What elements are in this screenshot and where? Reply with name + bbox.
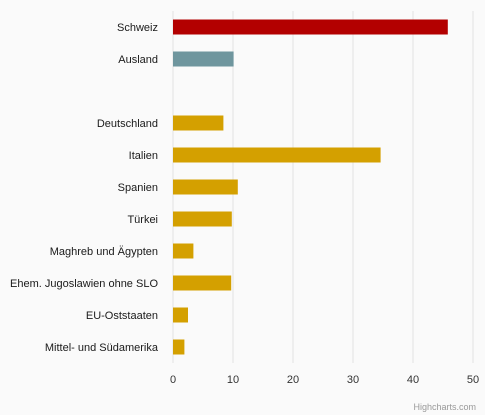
x-tick-label: 20 [287, 374, 299, 386]
bar[interactable] [173, 179, 238, 195]
bar[interactable] [173, 115, 224, 131]
bar[interactable] [173, 147, 381, 163]
category-label: EU-Oststaaten [86, 310, 158, 322]
bars [173, 19, 448, 355]
category-label: Deutschland [97, 118, 158, 130]
category-label: Maghreb und Ägypten [50, 246, 158, 258]
category-label: Schweiz [117, 22, 158, 34]
x-tick-label: 40 [407, 374, 419, 386]
bar[interactable] [173, 243, 194, 259]
credits-text[interactable]: Highcharts.com [413, 402, 476, 412]
category-labels: Schweiz Ausland Deutschland Italien Spanien T… [10, 22, 159, 354]
category-label: Türkei [127, 214, 158, 226]
category-label: Ehem. Jugoslawien ohne SLO [10, 278, 158, 290]
category-label: Mittel- und Südamerika [45, 342, 159, 354]
bar[interactable] [173, 307, 188, 323]
bar[interactable] [173, 19, 448, 35]
bar[interactable] [173, 211, 232, 227]
category-label: Ausland [118, 54, 158, 66]
category-label: Italien [129, 150, 158, 162]
bar[interactable] [173, 275, 232, 291]
category-label: Spanien [118, 182, 158, 194]
bar[interactable] [173, 51, 234, 67]
x-tick-label: 10 [227, 374, 239, 386]
bar[interactable] [173, 339, 185, 355]
x-tick-labels: 0 10 20 30 40 50 [170, 374, 479, 386]
x-tick-label: 0 [170, 374, 176, 386]
x-tick-label: 50 [467, 374, 479, 386]
x-tick-label: 30 [347, 374, 359, 386]
